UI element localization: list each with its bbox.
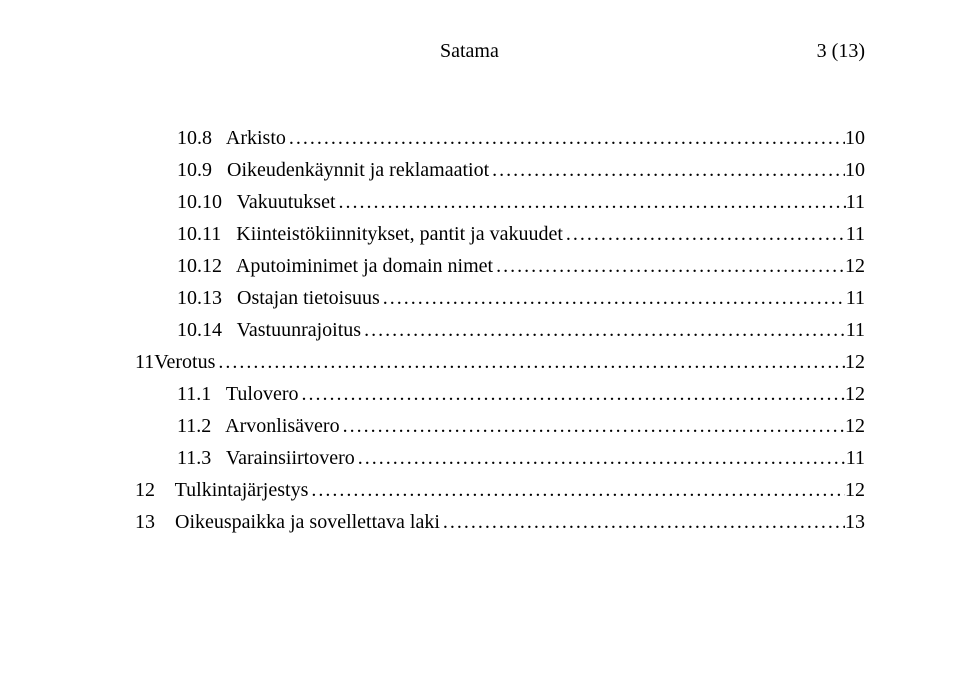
header-title: Satama xyxy=(135,40,499,63)
toc-entry-number: 10.12 xyxy=(177,251,222,282)
toc-entry-number: 11 xyxy=(135,347,154,378)
toc-entry-title: Vakuutukset xyxy=(222,187,336,218)
toc-entry-page: 12 xyxy=(845,251,865,282)
toc-entry-number: 10.11 xyxy=(177,219,221,250)
toc-leader-dots: ........................................… xyxy=(215,347,845,378)
toc-entry-title: Vastuunrajoitus xyxy=(222,315,361,346)
toc-leader-dots: ........................................… xyxy=(299,379,845,410)
toc-entry: 10.12 Aputoiminimet ja domain nimet.....… xyxy=(135,251,865,282)
toc-entry-number: 11.2 xyxy=(177,411,211,442)
document-page: Satama 3 (13) 10.8 Arkisto..............… xyxy=(0,0,960,689)
toc-entry-number: 10.13 xyxy=(177,283,222,314)
toc-entry-page: 11 xyxy=(846,187,865,218)
toc-entry-page: 11 xyxy=(846,443,865,474)
toc-leader-dots: ........................................… xyxy=(340,411,845,442)
table-of-contents: 10.8 Arkisto............................… xyxy=(135,123,865,538)
toc-entry-title: Arvonlisävero xyxy=(211,411,339,442)
toc-entry-title: Varainsiirtovero xyxy=(211,443,355,474)
toc-entry-title: Tulovero xyxy=(211,379,298,410)
page-header: Satama 3 (13) xyxy=(135,40,865,63)
toc-leader-dots: ........................................… xyxy=(336,187,846,218)
toc-leader-dots: ........................................… xyxy=(286,123,845,154)
toc-leader-dots: ........................................… xyxy=(355,443,846,474)
toc-entry-page: 11 xyxy=(846,219,865,250)
toc-leader-dots: ........................................… xyxy=(563,219,846,250)
toc-entry-title: Tulkintajärjestys xyxy=(155,475,308,506)
toc-entry: 11Verotus...............................… xyxy=(135,347,865,378)
toc-entry: 10.8 Arkisto............................… xyxy=(135,123,865,154)
toc-entry-page: 11 xyxy=(846,283,865,314)
toc-entry: 11.3 Varainsiirtovero...................… xyxy=(135,443,865,474)
toc-entry-page: 12 xyxy=(845,379,865,410)
toc-entry: 11.2 Arvonlisävero......................… xyxy=(135,411,865,442)
toc-entry-page: 11 xyxy=(846,315,865,346)
toc-entry-page: 12 xyxy=(845,411,865,442)
page-indicator: 3 (13) xyxy=(817,40,865,63)
toc-entry-title: Verotus xyxy=(154,347,215,378)
toc-entry-number: 11.1 xyxy=(177,379,211,410)
toc-entry-number: 12 xyxy=(135,475,155,506)
toc-entry: 10.9 Oikeudenkäynnit ja reklamaatiot....… xyxy=(135,155,865,186)
toc-entry-page: 12 xyxy=(845,475,865,506)
toc-entry-number: 10.14 xyxy=(177,315,222,346)
toc-leader-dots: ........................................… xyxy=(440,507,845,538)
toc-entry-number: 13 xyxy=(135,507,155,538)
toc-entry-number: 10.10 xyxy=(177,187,222,218)
toc-entry: 10.13 Ostajan tietoisuus................… xyxy=(135,283,865,314)
toc-entry-title: Oikeuspaikka ja sovellettava laki xyxy=(155,507,440,538)
toc-entry-number: 11.3 xyxy=(177,443,211,474)
toc-leader-dots: ........................................… xyxy=(308,475,845,506)
toc-entry-number: 10.8 xyxy=(177,123,212,154)
toc-entry-page: 10 xyxy=(845,123,865,154)
toc-entry: 10.11 Kiinteistökiinnitykset, pantit ja … xyxy=(135,219,865,250)
toc-leader-dots: ........................................… xyxy=(489,155,845,186)
toc-entry: 13 Oikeuspaikka ja sovellettava laki....… xyxy=(135,507,865,538)
toc-entry-title: Aputoiminimet ja domain nimet xyxy=(222,251,493,282)
toc-entry-title: Oikeudenkäynnit ja reklamaatiot xyxy=(212,155,489,186)
toc-entry-page: 13 xyxy=(845,507,865,538)
toc-entry: 10.10 Vakuutukset.......................… xyxy=(135,187,865,218)
toc-entry-title: Arkisto xyxy=(212,123,286,154)
toc-entry-page: 10 xyxy=(845,155,865,186)
toc-entry-page: 12 xyxy=(845,347,865,378)
toc-leader-dots: ........................................… xyxy=(380,283,846,314)
toc-entry-title: Ostajan tietoisuus xyxy=(222,283,380,314)
toc-entry: 11.1 Tulovero...........................… xyxy=(135,379,865,410)
toc-entry-title: Kiinteistökiinnitykset, pantit ja vakuud… xyxy=(221,219,563,250)
toc-leader-dots: ........................................… xyxy=(361,315,846,346)
toc-entry: 10.14 Vastuunrajoitus...................… xyxy=(135,315,865,346)
toc-entry-number: 10.9 xyxy=(177,155,212,186)
toc-entry: 12 Tulkintajärjestys....................… xyxy=(135,475,865,506)
toc-leader-dots: ........................................… xyxy=(493,251,845,282)
